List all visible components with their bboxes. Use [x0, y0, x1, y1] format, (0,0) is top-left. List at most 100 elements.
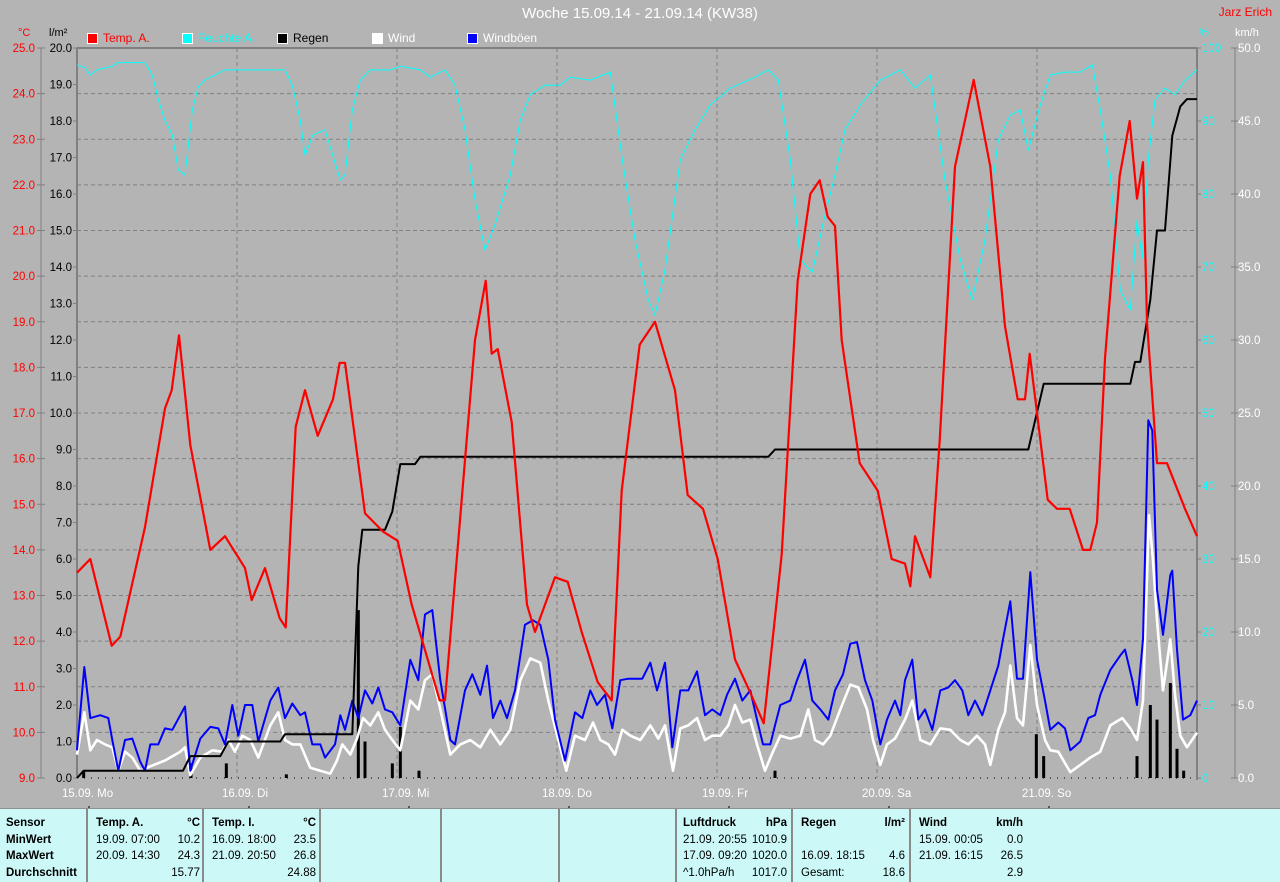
rain-bar	[356, 610, 360, 778]
rain-axis-tick-label: 16.0	[50, 189, 72, 201]
rain-axis-tick-label: 10.0	[50, 408, 72, 420]
stats-value: 26.8	[293, 850, 316, 862]
temp-axis-tick-label: 19.0	[13, 317, 35, 329]
rain-bar	[1034, 734, 1038, 778]
rain-bar	[1155, 719, 1159, 778]
stats-label	[801, 832, 873, 849]
stats-header-row: Temp. I. °C	[212, 815, 319, 832]
wind-axis-tick-label: 50.0	[1238, 43, 1260, 55]
stats-row: 16.09. 18:15 4.6	[801, 848, 909, 865]
stats-row: ^1.0hPa/h 1017.0	[683, 865, 791, 882]
stats-value: 15.77	[171, 866, 200, 879]
legend-rain: Regen	[277, 31, 328, 45]
rain-axis-tick-label: 11.0	[50, 372, 72, 384]
day-label: 16.09. Di	[222, 788, 268, 800]
stats-row: 21.09. 16:15 26.5	[919, 848, 1023, 865]
rain-axis-tick-label: 18.0	[50, 116, 72, 128]
stats-col-rain: Regen l/m² 16.09. 18:15 4.6 Gesamt: 18.6	[795, 809, 911, 882]
stats-label: MaxWert	[6, 850, 54, 862]
stats-row: 15.77	[96, 865, 202, 882]
rain-axis-tick-label: 13.0	[50, 299, 72, 311]
humidity-axis-tick-label: 90	[1202, 116, 1215, 128]
stats-header-row: Regen l/m²	[801, 815, 909, 832]
stats-value: hPa	[765, 817, 787, 829]
stats-label: 19.09. 07:00	[96, 833, 160, 846]
stats-row: 15.09. 00:05 0.0	[919, 832, 1023, 849]
stats-value	[63, 832, 86, 849]
rain-axis-tick-label: 4.0	[56, 627, 72, 639]
humidity-axis-tick-label: 10	[1202, 700, 1215, 712]
stats-value: 26.5	[1000, 850, 1023, 862]
stats-value: 0.0	[1007, 833, 1023, 846]
legend-swatch	[182, 32, 193, 44]
stats-value: km/h	[996, 817, 1023, 829]
stats-label: Sensor	[6, 817, 45, 829]
rain-axis-tick-label: 3.0	[56, 664, 72, 676]
stats-col-pressure: Luftdruck hPa 21.09. 20:55 1010.9 17.09. 09:…	[677, 809, 793, 882]
rain-bar	[82, 770, 86, 778]
stats-value	[63, 815, 86, 832]
stats-value: 18.6	[882, 866, 905, 879]
humidity-unit-label: %	[1199, 27, 1209, 39]
legend-temp: Temp. A.	[87, 31, 150, 45]
stats-value: °C	[303, 817, 316, 829]
gust-line	[76, 419, 1198, 772]
stats-row: 21.09. 20:50 26.8	[212, 848, 319, 865]
stats-value: 2.9	[1007, 866, 1023, 879]
wind-unit-label: km/h	[1235, 27, 1259, 39]
rain-axis-tick-label: 19.0	[50, 80, 72, 92]
rain-axis-tick-label: 6.0	[56, 554, 72, 566]
stats-col-empty	[560, 809, 677, 882]
rain-bar	[1135, 756, 1139, 778]
wind-axis-tick-label: 10.0	[1238, 627, 1260, 639]
legend-label: Windböen	[483, 31, 538, 45]
temp-axis-tick-label: 9.0	[19, 773, 35, 785]
legend-label: Wind	[388, 31, 416, 45]
temp-axis-tick-label: 21.0	[13, 226, 35, 238]
stats-label	[212, 865, 284, 882]
temp-axis-tick-label: 13.0	[13, 591, 35, 603]
rain-axis-tick-label: 14.0	[50, 262, 72, 274]
stats-row: Gesamt: 18.6	[801, 865, 909, 882]
stats-row: MinWert	[6, 832, 86, 849]
wind-axis-tick-label: 30.0	[1238, 335, 1260, 347]
temperature-line	[76, 78, 1199, 725]
day-label: 17.09. Mi	[382, 788, 429, 800]
weather-chart: 9.0 10.0 11.0 12.0 13.0 14.0 15.0 16.0 17.0 18.0 1…	[13, 43, 1260, 808]
stats-col-empty	[323, 809, 442, 882]
stats-col-temp-indoor: Temp. I. °C 16.09. 18:00 23.5 21.09. 20:50 26…	[206, 809, 321, 882]
stats-col-wind: Wind km/h 15.09. 00:05 0.0 21.09. 16:15 26.5 2…	[913, 809, 1023, 882]
temp-axis-tick-label: 18.0	[13, 362, 35, 374]
temp-axis-tick-label: 24.0	[13, 89, 35, 101]
stats-row: MaxWert	[6, 848, 86, 865]
stats-label: ^1.0hPa/h	[683, 866, 735, 879]
temp-axis-tick-label: 25.0	[13, 43, 35, 55]
stats-panel: Sensor MinWert MaxWert Durchschnitt Temp. A…	[0, 808, 1280, 882]
rain-axis-tick-label: 15.0	[50, 226, 72, 238]
stats-header-row: Wind km/h	[919, 815, 1023, 832]
rain-axis-tick-label: 20.0	[50, 43, 72, 55]
rain-axis-tick-label: 0.0	[56, 773, 72, 785]
stats-label: 21.09. 16:15	[919, 850, 983, 862]
legend-swatch	[87, 32, 98, 44]
rain-axis-tick-label: 12.0	[50, 335, 72, 347]
stats-value: 24.88	[287, 866, 316, 879]
author-label: Jarz Erich	[1218, 5, 1272, 19]
stats-label: Luftdruck	[683, 817, 737, 829]
stats-label: Durchschnitt	[6, 866, 77, 879]
humidity-axis-tick-label: 100	[1202, 43, 1221, 55]
rain-bar	[417, 770, 421, 778]
day-label: 15.09. Mo	[62, 788, 113, 800]
stats-row	[801, 832, 909, 849]
stats-row: 2.9	[919, 865, 1023, 882]
stats-value	[77, 865, 86, 882]
legend-swatch	[467, 32, 478, 44]
stats-header-row: Temp. A. °C	[96, 815, 202, 832]
stats-value	[873, 832, 905, 849]
rain-axis-tick-label: 5.0	[56, 591, 72, 603]
humidity-axis-tick-label: 50	[1202, 408, 1215, 420]
stats-label: Gesamt:	[801, 866, 845, 879]
stats-label	[96, 865, 168, 882]
temp-axis-tick-label: 17.0	[13, 408, 35, 420]
humidity-line	[76, 62, 1198, 316]
